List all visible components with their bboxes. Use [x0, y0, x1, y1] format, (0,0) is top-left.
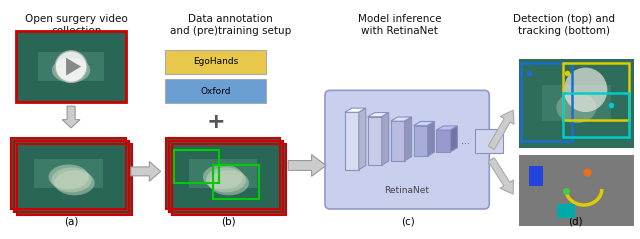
- Bar: [17, 31, 126, 102]
- Bar: [166, 138, 280, 209]
- FancyArrow shape: [488, 158, 513, 194]
- Bar: [390, 121, 404, 161]
- Polygon shape: [368, 113, 388, 117]
- Polygon shape: [62, 106, 80, 128]
- Bar: [173, 150, 220, 183]
- Polygon shape: [404, 117, 412, 161]
- Text: Oxford: Oxford: [200, 87, 230, 96]
- Bar: [166, 138, 280, 209]
- Text: +: +: [206, 112, 225, 132]
- Bar: [12, 138, 126, 209]
- Bar: [40, 165, 109, 194]
- Bar: [35, 159, 103, 188]
- Polygon shape: [436, 126, 458, 130]
- Polygon shape: [381, 113, 388, 165]
- Polygon shape: [359, 108, 366, 170]
- Bar: [38, 52, 104, 81]
- Bar: [519, 59, 634, 148]
- Bar: [17, 144, 132, 215]
- Polygon shape: [66, 58, 81, 76]
- Bar: [169, 141, 283, 212]
- Ellipse shape: [52, 58, 90, 83]
- Ellipse shape: [49, 164, 88, 189]
- FancyArrow shape: [488, 110, 514, 149]
- Text: (a): (a): [64, 217, 78, 227]
- Ellipse shape: [206, 168, 246, 192]
- Text: Data annotation
and (pre)training setup: Data annotation and (pre)training setup: [170, 14, 291, 36]
- Polygon shape: [451, 126, 458, 152]
- Text: (c): (c): [401, 217, 415, 227]
- Bar: [17, 144, 132, 215]
- Polygon shape: [413, 121, 435, 126]
- Ellipse shape: [209, 170, 249, 195]
- Bar: [557, 204, 575, 218]
- Polygon shape: [288, 155, 326, 176]
- Text: ...: ...: [461, 136, 470, 146]
- Text: Model inference
with RetinaNet: Model inference with RetinaNet: [358, 14, 442, 36]
- Bar: [563, 63, 629, 120]
- Bar: [37, 162, 106, 190]
- FancyBboxPatch shape: [164, 80, 266, 103]
- Bar: [191, 162, 260, 190]
- Bar: [214, 165, 259, 199]
- Ellipse shape: [564, 68, 607, 112]
- Text: Open surgery video
collection: Open surgery video collection: [25, 14, 127, 36]
- Bar: [195, 165, 263, 194]
- Polygon shape: [345, 108, 366, 112]
- Text: (d): (d): [568, 217, 583, 227]
- Bar: [521, 63, 572, 141]
- Text: Detection (top) and
tracking (bottom): Detection (top) and tracking (bottom): [513, 14, 615, 36]
- Bar: [14, 141, 129, 212]
- Bar: [519, 59, 634, 148]
- Bar: [169, 141, 283, 212]
- Bar: [563, 92, 629, 137]
- Text: (b): (b): [221, 217, 236, 227]
- Bar: [529, 166, 543, 186]
- Ellipse shape: [203, 164, 243, 189]
- Ellipse shape: [52, 168, 92, 192]
- Text: EgoHands: EgoHands: [193, 57, 238, 66]
- Polygon shape: [428, 121, 435, 156]
- Bar: [519, 59, 634, 148]
- FancyBboxPatch shape: [325, 90, 489, 209]
- Bar: [345, 112, 359, 170]
- Polygon shape: [390, 117, 412, 121]
- Bar: [17, 31, 126, 102]
- Bar: [14, 141, 129, 212]
- Circle shape: [55, 51, 87, 82]
- Bar: [542, 85, 611, 121]
- Ellipse shape: [54, 170, 95, 195]
- Bar: [436, 130, 451, 152]
- FancyBboxPatch shape: [164, 50, 266, 74]
- Bar: [368, 117, 381, 165]
- Bar: [12, 138, 126, 209]
- Bar: [172, 144, 286, 215]
- Ellipse shape: [556, 92, 596, 123]
- Bar: [413, 126, 428, 156]
- Bar: [172, 144, 286, 215]
- Bar: [476, 129, 503, 153]
- Bar: [189, 159, 257, 188]
- Text: RetinaNet: RetinaNet: [385, 186, 429, 195]
- Bar: [519, 155, 634, 226]
- Polygon shape: [131, 162, 161, 181]
